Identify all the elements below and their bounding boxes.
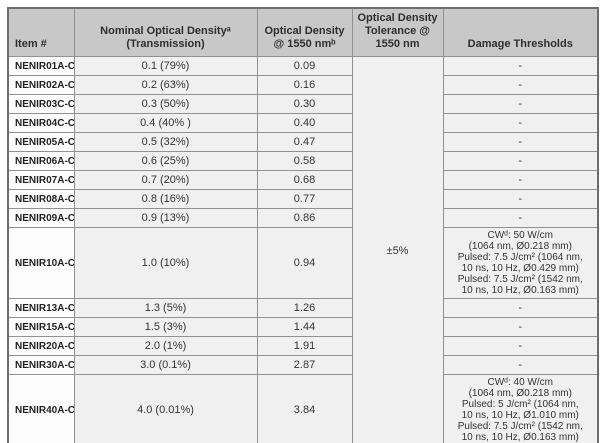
damage-threshold-cell: - (442, 132, 599, 152)
table-row: NENIR07A-C 0.7 (20%) 0.68 - (7, 170, 599, 190)
item-number-cell: NENIR08A-C (7, 189, 75, 209)
table-row: NENIR05A-C 0.5 (32%) 0.47 - (7, 132, 599, 152)
nominal-od-cell: 0.1 (79%) (73, 56, 258, 76)
col-header-item: Item # (7, 7, 75, 57)
header-row: Item # Nominal Optical Densityᵃ (Transmi… (7, 7, 599, 57)
nominal-od-cell: 0.9 (13%) (73, 208, 258, 228)
nominal-od-cell: 3.0 (0.1%) (73, 355, 258, 375)
od-1550nm-cell: 0.30 (256, 94, 353, 114)
damage-threshold-cell: - (442, 151, 599, 171)
table-row: NENIR15A-C 1.5 (3%) 1.44 - (7, 317, 599, 337)
damage-threshold-cell: - (442, 75, 599, 95)
od-1550nm-cell: 1.91 (256, 336, 353, 356)
item-number-cell: NENIR40A-C (7, 374, 75, 443)
od-tolerance-cell: ±5% (351, 56, 444, 443)
od-1550nm-cell: 0.40 (256, 113, 353, 133)
damage-threshold-cell: CWᵈ: 50 W/cm (1064 nm, Ø0.218 mm) Pulsed… (442, 227, 599, 299)
damage-threshold-cell: - (442, 355, 599, 375)
table-row: NENIR10A-C 1.0 (10%) 0.94 CWᵈ: 50 W/cm (106… (7, 227, 599, 299)
od-1550nm-cell: 0.47 (256, 132, 353, 152)
item-number-cell: NENIR01A-C (7, 56, 75, 76)
col-header-damage-thresholds: Damage Thresholds (442, 7, 599, 57)
item-number-cell: NENIR06A-C (7, 151, 75, 171)
table-row: NENIR03C-C 0.3 (50%) 0.30 - (7, 94, 599, 114)
nominal-od-cell: 1.3 (5%) (73, 298, 258, 318)
nominal-od-cell: 0.4 (40% ) (73, 113, 258, 133)
table-row: NENIR09A-C 0.9 (13%) 0.86 - (7, 208, 599, 228)
nominal-od-cell: 0.7 (20%) (73, 170, 258, 190)
table-row: NENIR40A-C 4.0 (0.01%) 3.84 CWᵈ: 40 W/cm (1… (7, 374, 599, 443)
nominal-od-cell: 1.5 (3%) (73, 317, 258, 337)
table-row: NENIR02A-C 0.2 (63%) 0.16 - (7, 75, 599, 95)
item-number-cell: NENIR10A-C (7, 227, 75, 299)
damage-threshold-cell: - (442, 170, 599, 190)
damage-threshold-cell: - (442, 208, 599, 228)
item-number-cell: NENIR07A-C (7, 170, 75, 190)
item-number-cell: NENIR09A-C (7, 208, 75, 228)
item-number-cell: NENIR20A-C (7, 336, 75, 356)
item-number-cell: NENIR03C-C (7, 94, 75, 114)
nominal-od-cell: 0.3 (50%) (73, 94, 258, 114)
table-body: NENIR01A-C 0.1 (79%) 0.09 ±5% - NENIR02A-C 0.2… (7, 56, 599, 443)
table-row: NENIR13A-C 1.3 (5%) 1.26 - (7, 298, 599, 318)
item-number-cell: NENIR15A-C (7, 317, 75, 337)
item-number-cell: NENIR05A-C (7, 132, 75, 152)
nd-filter-spec-table: Item # Nominal Optical Densityᵃ (Transmi… (7, 7, 599, 443)
od-1550nm-cell: 1.44 (256, 317, 353, 337)
od-1550nm-cell: 0.16 (256, 75, 353, 95)
table-row: NENIR04C-C 0.4 (40% ) 0.40 - (7, 113, 599, 133)
od-1550nm-cell: 0.86 (256, 208, 353, 228)
damage-threshold-cell: - (442, 56, 599, 76)
od-1550nm-cell: 0.09 (256, 56, 353, 76)
od-1550nm-cell: 1.26 (256, 298, 353, 318)
damage-threshold-cell: - (442, 317, 599, 337)
damage-threshold-cell: - (442, 189, 599, 209)
item-number-cell: NENIR02A-C (7, 75, 75, 95)
col-header-nominal-od: Nominal Optical Densityᵃ (Transmission) (73, 7, 258, 57)
od-1550nm-cell: 0.77 (256, 189, 353, 209)
damage-threshold-cell: - (442, 94, 599, 114)
nominal-od-cell: 1.0 (10%) (73, 227, 258, 299)
od-1550nm-cell: 0.68 (256, 170, 353, 190)
nominal-od-cell: 0.5 (32%) (73, 132, 258, 152)
table-row: NENIR20A-C 2.0 (1%) 1.91 - (7, 336, 599, 356)
item-number-cell: NENIR30A-C (7, 355, 75, 375)
od-1550nm-cell: 3.84 (256, 374, 353, 443)
nominal-od-cell: 4.0 (0.01%) (73, 374, 258, 443)
col-header-od-tolerance: Optical Density Tolerance @ 1550 nm (351, 7, 444, 57)
item-number-cell: NENIR04C-C (7, 113, 75, 133)
od-1550nm-cell: 0.94 (256, 227, 353, 299)
damage-threshold-cell: - (442, 113, 599, 133)
nominal-od-cell: 0.6 (25%) (73, 151, 258, 171)
table-row: NENIR06A-C 0.6 (25%) 0.58 - (7, 151, 599, 171)
table-row: NENIR01A-C 0.1 (79%) 0.09 ±5% - (7, 56, 599, 443)
od-1550nm-cell: 0.58 (256, 151, 353, 171)
table-row: NENIR08A-C 0.8 (16%) 0.77 - (7, 189, 599, 209)
damage-threshold-cell: - (442, 298, 599, 318)
damage-threshold-cell: CWᵈ: 40 W/cm (1064 nm, Ø0.218 mm) Pulsed… (442, 374, 599, 443)
damage-threshold-cell: - (442, 336, 599, 356)
nominal-od-cell: 0.8 (16%) (73, 189, 258, 209)
item-number-cell: NENIR13A-C (7, 298, 75, 318)
nominal-od-cell: 0.2 (63%) (73, 75, 258, 95)
table-row: NENIR30A-C 3.0 (0.1%) 2.87 - (7, 355, 599, 375)
nominal-od-cell: 2.0 (1%) (73, 336, 258, 356)
col-header-od-1550: Optical Density @ 1550 nmᵇ (256, 7, 353, 57)
od-1550nm-cell: 2.87 (256, 355, 353, 375)
